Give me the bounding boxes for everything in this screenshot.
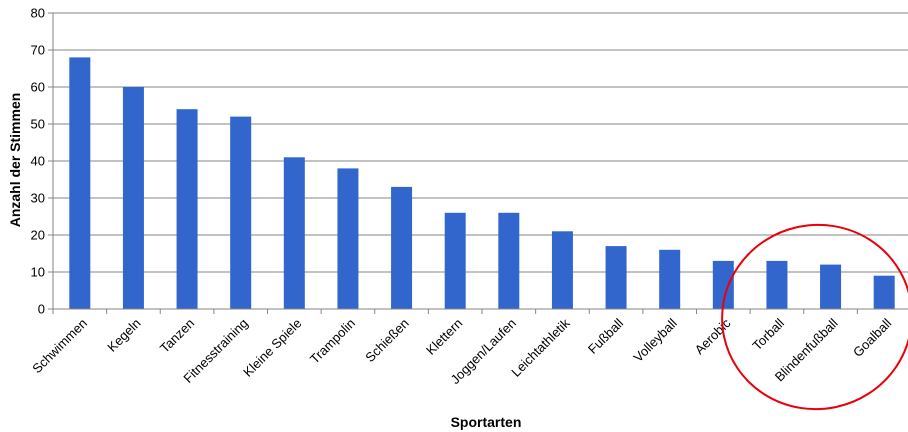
x-tick-label: Kegeln (104, 316, 143, 355)
x-tick-label: Torball (749, 315, 787, 353)
x-tick-label: Leichtathletik (508, 315, 573, 380)
y-tick-label: 40 (31, 154, 45, 169)
bar (551, 231, 573, 309)
highlight-ellipse (721, 223, 908, 411)
bar (69, 57, 91, 310)
x-tick-label: Klettern (423, 316, 465, 358)
bar (605, 246, 627, 309)
bars (69, 57, 895, 310)
x-tick-label: Tanzen (157, 316, 197, 356)
x-tick-label: Goalball (850, 315, 894, 359)
bar (391, 186, 413, 309)
x-tick-label: Schießen (362, 316, 411, 365)
x-axis-ticks: Schwimmen Kegeln TanzenFitnesstrainingKlei… (29, 309, 894, 387)
y-tick-label: 60 (31, 80, 45, 95)
x-axis-title: Sportarten (451, 414, 522, 430)
bar (444, 212, 466, 309)
y-tick-label: 70 (31, 43, 45, 58)
bar (122, 87, 144, 309)
y-axis-ticks: 0 10 20 30 40 50 60 70 80 (31, 6, 53, 317)
bar (230, 116, 252, 309)
bar (283, 157, 305, 309)
bar (712, 260, 734, 309)
axes (52, 13, 908, 310)
y-axis-title: Anzahl der Stimmen (7, 93, 23, 228)
y-tick-label: 80 (31, 6, 45, 21)
y-tick-label: 50 (31, 117, 45, 132)
bar (659, 249, 681, 309)
x-tick-label: Volleyball (630, 315, 680, 365)
x-tick-label: Schwimmen (29, 316, 90, 377)
y-tick-label: 10 (31, 265, 45, 280)
x-tick-label: Trampolin (307, 316, 358, 367)
y-tick-label: 30 (31, 191, 45, 206)
bar (873, 275, 895, 309)
bar (498, 212, 520, 309)
bar (176, 109, 198, 309)
bar (766, 260, 788, 309)
y-tick-label: 0 (38, 302, 45, 317)
x-tick-label: Fußball (585, 315, 626, 356)
bar (337, 168, 359, 309)
bar (820, 264, 842, 309)
y-tick-label: 20 (31, 228, 45, 243)
